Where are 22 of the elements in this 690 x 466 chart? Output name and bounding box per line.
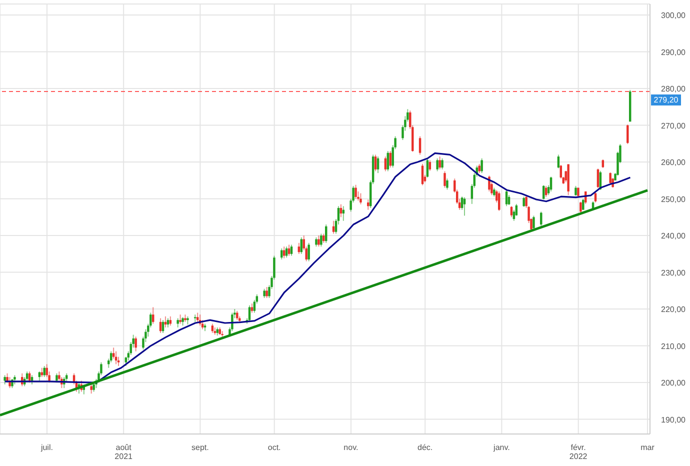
y-tick-label: 280,00 — [661, 84, 686, 94]
x-tick-label: oct. — [268, 443, 281, 452]
x-tick-label: janv. — [492, 443, 510, 452]
y-tick-label: 240,00 — [661, 232, 686, 241]
y-tick-label: 190,00 — [661, 415, 686, 424]
ref-line-label: 279,20 — [654, 95, 679, 104]
y-tick-label: 260,00 — [661, 158, 686, 168]
y-tick-label: 250,00 — [661, 194, 686, 204]
x-tick-label: févr. 2022 — [569, 443, 588, 461]
x-tick-label: mar — [640, 443, 655, 452]
y-tick-label: 220,00 — [661, 305, 686, 314]
y-tick-label: 270,00 — [661, 121, 686, 130]
y-tick-label: 290,00 — [661, 48, 686, 57]
x-tick-label: déc. — [418, 443, 433, 452]
y-tick-label: 300,00 — [661, 11, 686, 20]
x-tick-label: nov. — [344, 443, 358, 452]
y-tick-label: 210,00 — [661, 342, 686, 351]
x-tick-label: août 2021 — [114, 443, 134, 461]
y-tick-label: 230,00 — [661, 268, 686, 278]
y-tick-label: 200,00 — [661, 378, 686, 388]
x-tick-label: sept. — [192, 443, 209, 452]
x-tick-label: juil. — [40, 443, 53, 452]
